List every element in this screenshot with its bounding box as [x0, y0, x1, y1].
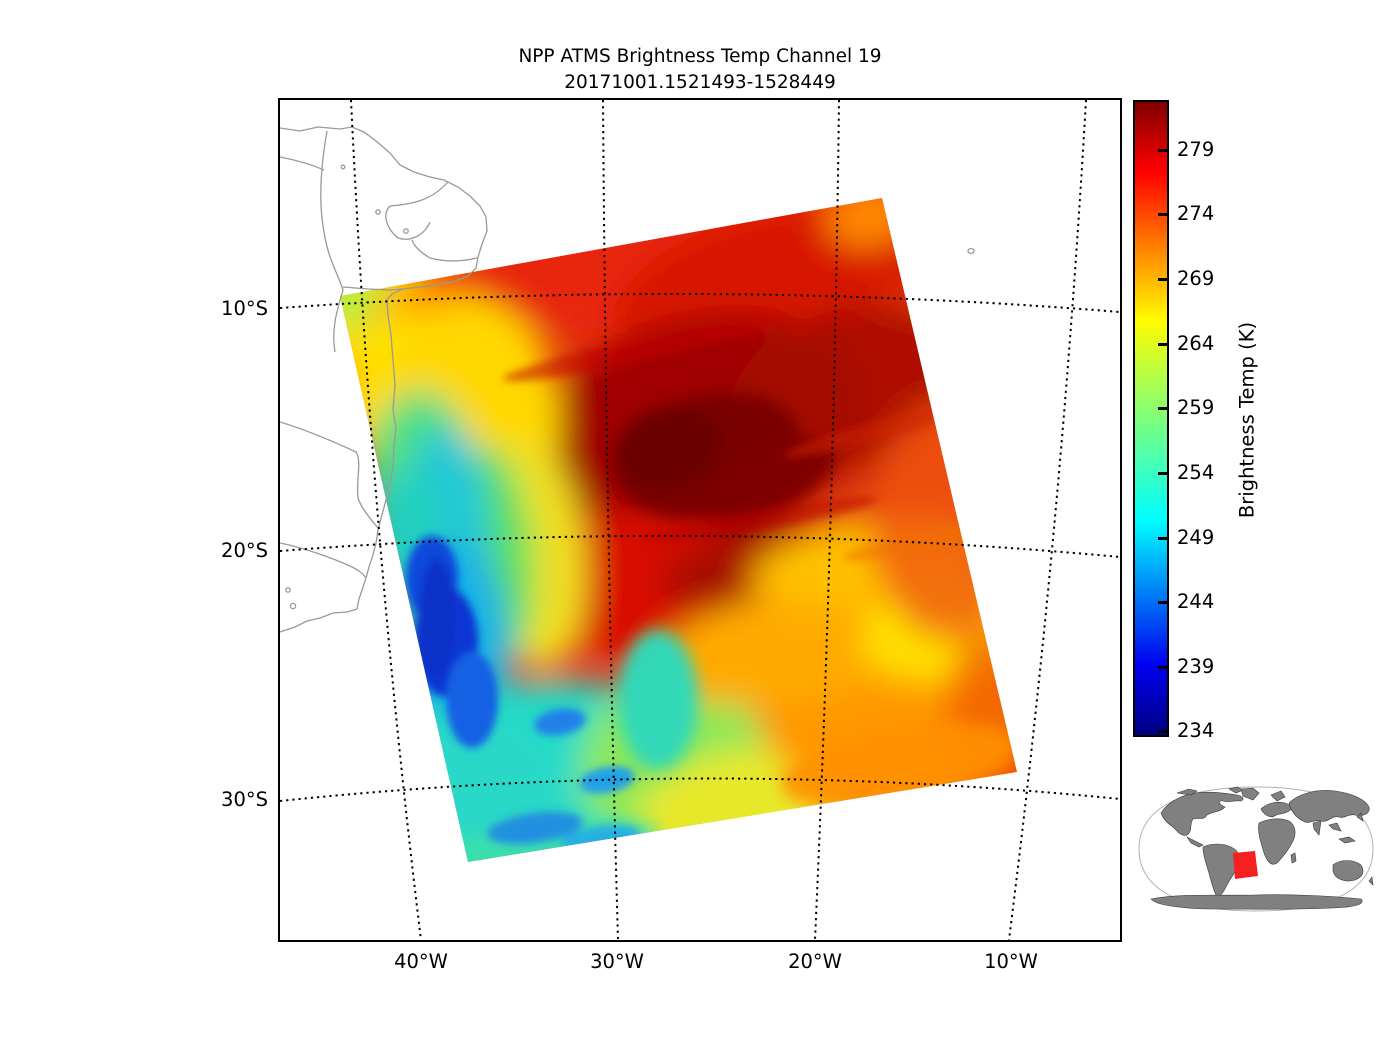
continents	[1150, 786, 1374, 910]
colorbar-tick	[1158, 407, 1167, 410]
colorbar-label-259: 259	[1177, 396, 1215, 419]
lat-tick-20s: 20°S	[221, 539, 268, 562]
colorbar-tick	[1158, 343, 1167, 346]
island-outline	[967, 247, 975, 255]
colorbar-label-239: 239	[1177, 655, 1215, 678]
map-canvas	[279, 99, 1121, 941]
graticule	[279, 99, 1121, 941]
colorbar-tick	[1158, 472, 1167, 475]
colorbar-axis-label: Brightness Temp (K)	[1235, 321, 1259, 519]
colorbar-label-234: 234	[1177, 719, 1215, 742]
swath-footprint-marker	[1233, 851, 1258, 879]
colorbar-label-264: 264	[1177, 332, 1215, 355]
parallel-30s	[279, 777, 1121, 802]
inset-world-map	[1133, 783, 1379, 919]
colorbar-label-269: 269	[1177, 267, 1215, 290]
lon-tick-30w: 30°W	[590, 950, 644, 973]
colorbar-label-274: 274	[1177, 202, 1215, 225]
plot-title: NPP ATMS Brightness Temp Channel 19 2017…	[0, 44, 1400, 96]
colorbar-tick	[1158, 213, 1167, 216]
colorbar-tick	[1158, 149, 1167, 152]
title-line2: 20171001.1521493-1528449	[564, 72, 836, 93]
colorbar-label-279: 279	[1177, 138, 1215, 161]
swath-image	[340, 198, 1017, 862]
colorbar-tick	[1158, 278, 1167, 281]
colorbar-tick	[1158, 730, 1167, 733]
colorbar-label-254: 254	[1177, 461, 1215, 484]
colorbar-label-244: 244	[1177, 590, 1215, 613]
meridian-40w	[350, 99, 422, 941]
coastline	[279, 126, 975, 633]
lon-tick-10w: 10°W	[984, 950, 1038, 973]
meridian-10w	[1008, 99, 1087, 941]
colorbar	[1133, 100, 1169, 737]
map-plot	[278, 98, 1122, 942]
meridian-30w	[602, 99, 619, 941]
colorbar-tick	[1158, 666, 1167, 669]
lat-tick-30s: 30°S	[221, 788, 268, 811]
meridian-20w	[814, 99, 840, 941]
colorbar-tick	[1158, 537, 1167, 540]
lon-tick-20w: 20°W	[788, 950, 842, 973]
lon-tick-40w: 40°W	[394, 950, 448, 973]
colorbar-label-249: 249	[1177, 526, 1215, 549]
lat-tick-10s: 10°S	[221, 297, 268, 320]
parallel-20s	[279, 534, 1121, 558]
colorbar-tick	[1158, 601, 1167, 604]
title-line1: NPP ATMS Brightness Temp Channel 19	[518, 46, 882, 67]
